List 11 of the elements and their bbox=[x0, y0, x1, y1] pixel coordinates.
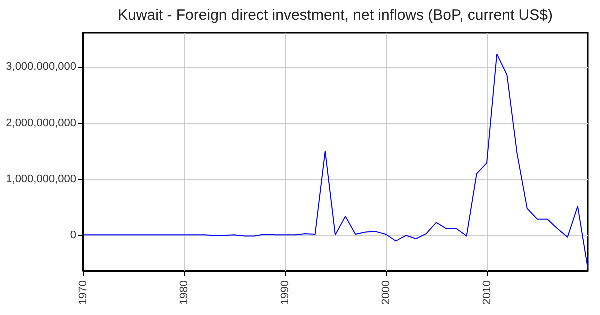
x-tick-label: 2010 bbox=[482, 280, 494, 305]
chart-title: Kuwait - Foreign direct investment, net inflows (BoP, current US$) bbox=[118, 7, 553, 24]
y-tick-label: 0 bbox=[70, 230, 76, 242]
y-tick-label: 3,000,000,000 bbox=[6, 61, 76, 74]
line-series bbox=[83, 54, 588, 269]
x-tick-label: 1970 bbox=[78, 280, 90, 305]
x-tick-label: 1980 bbox=[178, 280, 190, 305]
y-tick-label: 2,000,000,000 bbox=[6, 117, 76, 130]
y-tick-label: 1,000,000,000 bbox=[6, 173, 76, 186]
x-tick-label: 1990 bbox=[280, 280, 292, 305]
x-tick-label: 2000 bbox=[380, 280, 392, 305]
